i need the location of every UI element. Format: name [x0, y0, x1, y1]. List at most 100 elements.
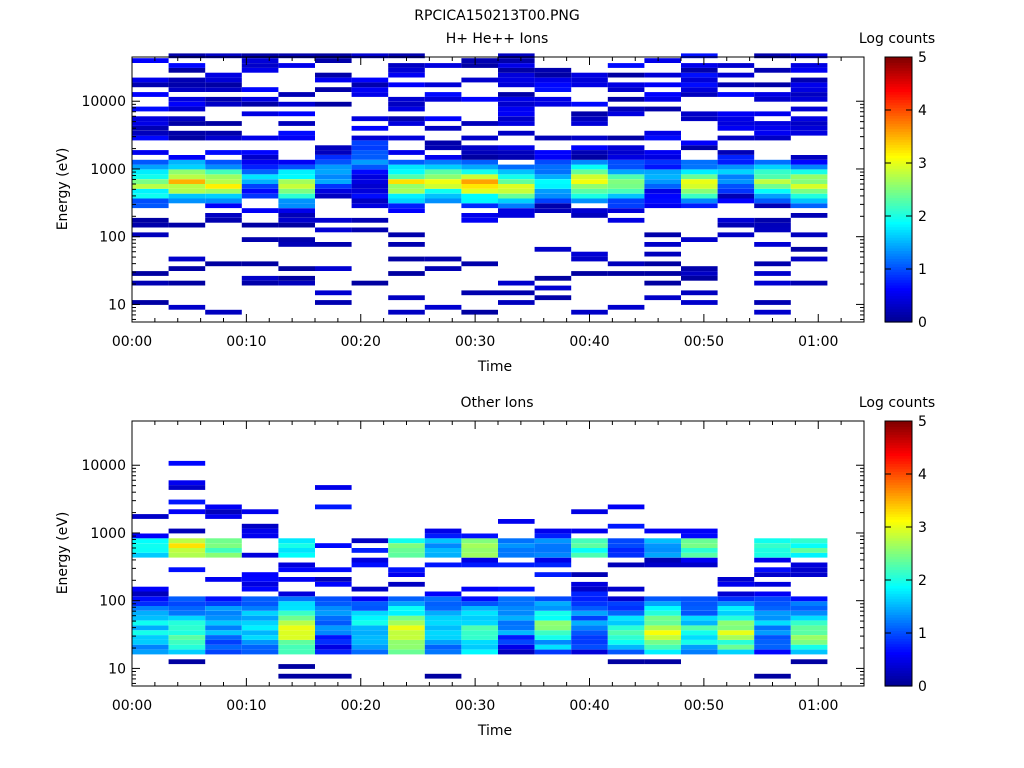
heatmap-cell — [790, 106, 828, 112]
colorbar-segment — [885, 444, 912, 449]
heatmap-cell — [351, 188, 389, 194]
heatmap-cell — [461, 533, 498, 539]
heatmap-cell — [534, 630, 572, 635]
panel-2-colorbar: 0 1 2 3 4 5 — [884, 414, 927, 695]
heatmap-cell — [424, 615, 462, 621]
heatmap-cell — [168, 155, 206, 160]
heatmap-cell — [717, 591, 755, 597]
heatmap-cell — [241, 135, 279, 141]
heatmap-cell — [315, 615, 352, 621]
heatmap-cell — [351, 625, 389, 631]
x-tick-label: 01:00 — [798, 698, 838, 714]
heatmap-cell — [534, 198, 572, 204]
heatmap-cell — [388, 644, 425, 650]
heatmap-cell — [205, 174, 242, 180]
heatmap-cell — [351, 53, 389, 59]
heatmap-cell — [571, 208, 608, 213]
heatmap-cell — [205, 639, 242, 645]
colorbar-segment — [885, 295, 912, 299]
heatmap-cell — [571, 101, 608, 107]
heatmap-cell — [498, 596, 535, 602]
colorbar-segment — [885, 683, 912, 687]
heatmap-cell — [424, 82, 462, 88]
heatmap-cell — [644, 557, 681, 563]
heatmap-cell — [607, 96, 645, 102]
heatmap-cell — [205, 130, 242, 136]
heatmap-cell — [168, 53, 206, 59]
colorbar-segment — [885, 292, 912, 297]
heatmap-cell — [241, 159, 279, 165]
heatmap-cell — [717, 135, 755, 141]
heatmap-cell — [644, 639, 681, 645]
heatmap-cell — [498, 121, 535, 126]
panel-2-colorbar-label: Log counts — [859, 395, 935, 411]
heatmap-cell — [168, 82, 206, 88]
heatmap-cell — [424, 606, 462, 611]
heatmap-cell — [754, 606, 791, 611]
heatmap-cell — [241, 581, 279, 587]
heatmap-cell — [241, 188, 279, 194]
colorbar-segment — [885, 667, 912, 671]
colorbar-segment — [885, 86, 912, 90]
colorbar-segment — [885, 479, 912, 483]
heatmap-cell — [205, 135, 242, 141]
heatmap-cell — [205, 203, 242, 209]
heatmap-cell — [388, 552, 425, 558]
heatmap-cell — [351, 615, 389, 621]
heatmap-cell — [498, 639, 535, 645]
heatmap-cell — [681, 198, 718, 204]
heatmap-cell — [790, 53, 828, 59]
heatmap-cell — [424, 552, 462, 558]
heatmap-cell — [790, 548, 828, 553]
heatmap-cell — [388, 615, 425, 621]
heatmap-cell — [681, 174, 718, 180]
colorbar-segment — [885, 147, 912, 151]
heatmap-cell — [205, 543, 242, 548]
heatmap-cell — [461, 596, 498, 602]
heatmap-cell — [351, 644, 389, 650]
heatmap-cell — [461, 135, 498, 141]
colorbar-segment — [885, 561, 912, 565]
heatmap-cell — [717, 184, 755, 189]
heatmap-cell — [388, 567, 425, 573]
heatmap-cell — [351, 601, 389, 606]
heatmap-cell — [790, 538, 828, 544]
colorbar-segment — [885, 186, 912, 191]
heatmap-cell — [717, 155, 755, 160]
colorbar-segment — [885, 192, 912, 196]
heatmap-cell — [534, 562, 572, 568]
heatmap-cell — [241, 87, 279, 92]
heatmap-cell — [315, 639, 352, 645]
colorbar-segment — [885, 532, 912, 536]
heatmap-cell — [132, 533, 169, 539]
heatmap-cell — [754, 174, 791, 180]
heatmap-cell — [461, 145, 498, 151]
heatmap-cell — [790, 203, 828, 209]
heatmap-cell — [315, 188, 352, 194]
heatmap-cell — [315, 164, 352, 170]
heatmap-cell — [424, 610, 462, 616]
heatmap-cell — [278, 164, 315, 170]
heatmap-cell — [534, 72, 572, 78]
heatmap-cell — [571, 649, 608, 655]
heatmap-cell — [790, 659, 828, 665]
heatmap-cell — [607, 601, 645, 606]
heatmap-cell — [241, 53, 279, 59]
heatmap-cell — [571, 213, 608, 218]
heatmap-cell — [607, 644, 645, 650]
heatmap-cell — [278, 577, 315, 582]
heatmap-cell — [571, 174, 608, 180]
heatmap-cell — [424, 591, 462, 597]
heatmap-cell — [424, 198, 462, 204]
heatmap-cell — [351, 92, 389, 97]
heatmap-cell — [644, 610, 681, 616]
heatmap-cell — [388, 271, 425, 276]
heatmap-cell — [351, 639, 389, 645]
colorbar-segment — [885, 497, 912, 502]
heatmap-cell — [754, 164, 791, 170]
heatmap-cell — [424, 644, 462, 650]
heatmap-cell — [278, 630, 315, 635]
heatmap-cell — [571, 193, 608, 199]
heatmap-cell — [278, 548, 315, 553]
heatmap-cell — [498, 610, 535, 616]
